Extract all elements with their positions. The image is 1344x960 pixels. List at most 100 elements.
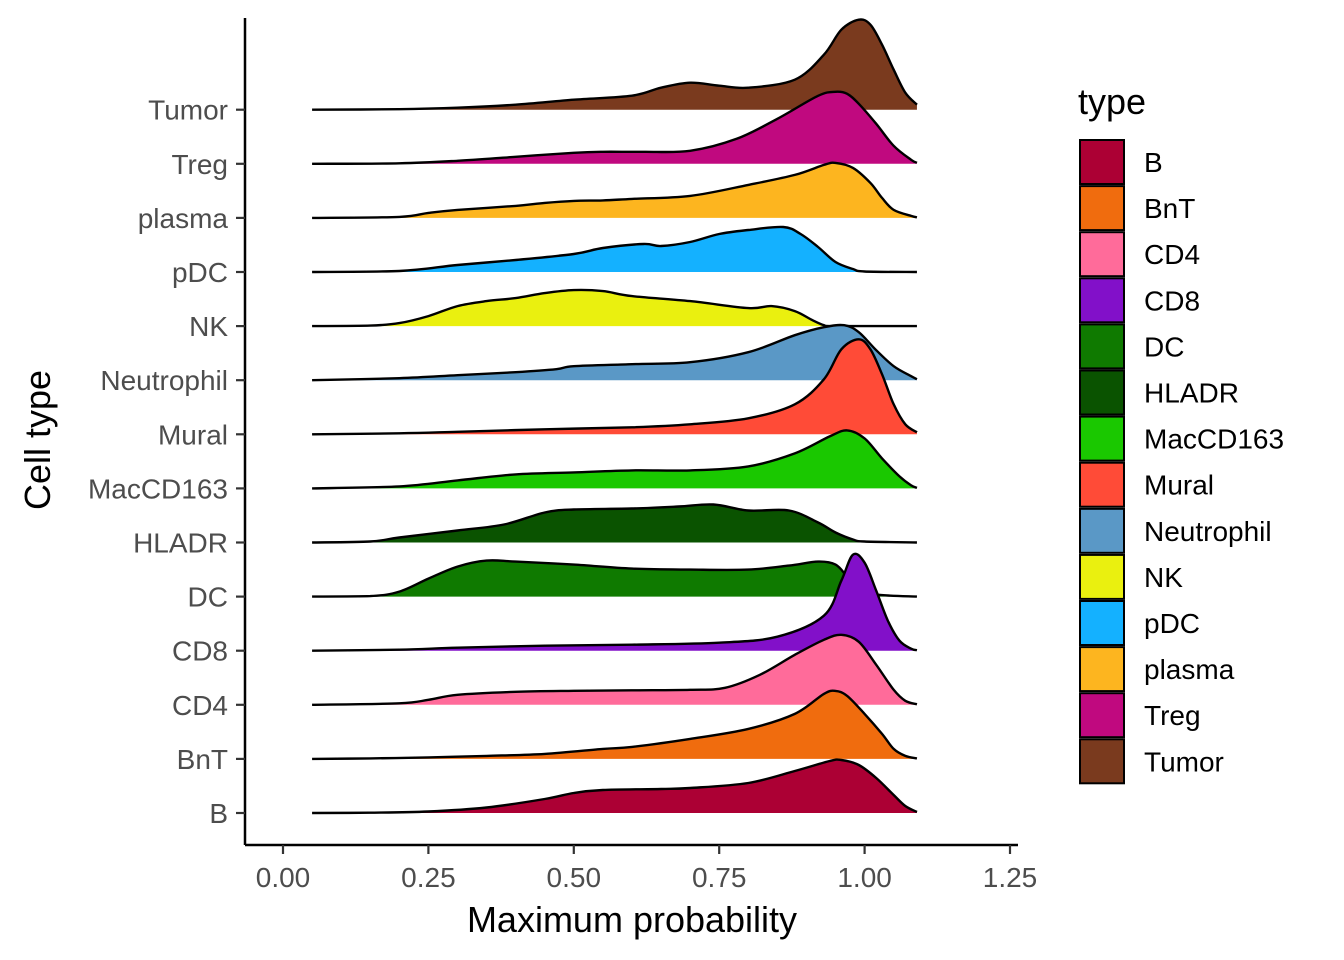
legend-item-CD8: CD8 <box>1079 277 1200 324</box>
ridge-DC <box>312 559 917 598</box>
legend-swatch-Treg <box>1079 692 1125 739</box>
legend-title: type <box>1078 81 1146 122</box>
ridge-BnT <box>312 689 918 761</box>
ridge-fill-Treg <box>312 91 917 164</box>
legend-label-Tumor: Tumor <box>1144 746 1224 777</box>
legend-item-NK: NK <box>1079 553 1183 600</box>
legend-label-plasma: plasma <box>1144 654 1235 685</box>
legend-swatch-CD4 <box>1079 231 1125 278</box>
ridge-B <box>312 758 918 815</box>
legend-label-pDC: pDC <box>1144 608 1200 639</box>
y-axis: B BnT CD4 CD8 DC HLADR MacCD163 Mural Neutrophil… <box>88 18 247 845</box>
legend-swatch-B <box>1079 139 1125 185</box>
y-tick-label-B: B <box>209 798 228 829</box>
ridge-fill-B <box>312 759 917 813</box>
legend-swatch-Mural <box>1079 461 1125 508</box>
y-tick-label-CD4: CD4 <box>172 690 228 721</box>
legend-label-B: B <box>1144 147 1163 178</box>
legend-label-NK: NK <box>1144 562 1183 593</box>
x-tick-label-1.25: 1.25 <box>983 862 1038 893</box>
ridge-outline-CD4 <box>312 633 918 706</box>
ridge-MacCD163 <box>312 429 918 490</box>
y-tick-label-pDC: pDC <box>172 257 228 288</box>
legend-item-Neutrophil: Neutrophil <box>1079 507 1272 554</box>
y-tick-label-Mural: Mural <box>158 419 228 450</box>
y-tick-label-Treg: Treg <box>171 149 228 180</box>
legend-swatch-pDC <box>1079 600 1125 646</box>
legend-item-Tumor: Tumor <box>1079 738 1224 785</box>
ridge-plasma <box>312 161 918 220</box>
legend-swatch-CD8 <box>1079 277 1125 324</box>
ridge-outline-Treg <box>312 90 918 165</box>
x-tick-label-0.25: 0.25 <box>401 862 456 893</box>
y-tick-label-plasma: plasma <box>138 203 229 234</box>
ridge-outline-plasma <box>312 161 918 220</box>
ridge-outline-Neutrophil <box>312 323 918 382</box>
legend-swatch-BnT <box>1079 185 1125 232</box>
x-tick-label-0.50: 0.50 <box>547 862 602 893</box>
legend-item-DC: DC <box>1079 323 1184 370</box>
y-tick-label-MacCD163: MacCD163 <box>88 473 228 504</box>
y-tick-label-Neutrophil: Neutrophil <box>100 365 228 396</box>
legend-item-HLADR: HLADR <box>1079 369 1239 416</box>
ridge-fill-HLADR <box>312 504 917 543</box>
ridge-CD4 <box>312 633 918 706</box>
ridge-fill-NK <box>312 289 917 327</box>
legend-swatch-MacCD163 <box>1079 415 1125 462</box>
legend-label-HLADR: HLADR <box>1144 378 1239 409</box>
ridge-Treg <box>312 90 918 165</box>
legend: type B BnT CD4 CD8 DC HLADR MacCD163 Mural Neutr… <box>1078 81 1284 785</box>
x-axis: 0.00 0.25 0.50 0.75 1.00 1.25 <box>245 843 1038 893</box>
x-tick-label-0.75: 0.75 <box>692 862 747 893</box>
x-axis-title: Maximum probability <box>467 899 797 940</box>
legend-swatch-plasma <box>1079 646 1125 693</box>
ridge-fill-plasma <box>312 162 917 218</box>
ridge-outline-HLADR <box>312 503 917 544</box>
legend-item-pDC: pDC <box>1079 600 1200 646</box>
ridge-Neutrophil <box>312 323 918 382</box>
legend-label-CD4: CD4 <box>1144 239 1200 270</box>
ridge-outline-MacCD163 <box>312 429 918 490</box>
ridge-outline-pDC <box>312 225 917 274</box>
y-axis-title: Cell type <box>17 370 58 510</box>
y-tick-label-CD8: CD8 <box>172 636 228 667</box>
legend-item-BnT: BnT <box>1079 185 1195 232</box>
ridge-Mural <box>312 338 918 436</box>
legend-label-DC: DC <box>1144 331 1184 362</box>
ridges <box>312 18 918 815</box>
x-tick-label-0.00: 0.00 <box>256 862 311 893</box>
legend-swatch-Tumor <box>1079 738 1125 785</box>
y-tick-label-HLADR: HLADR <box>133 528 228 559</box>
ridge-fill-CD4 <box>312 634 917 705</box>
x-tick-label-1.00: 1.00 <box>837 862 892 893</box>
ridge-outline-BnT <box>312 689 918 761</box>
legend-label-CD8: CD8 <box>1144 285 1200 316</box>
ridge-fill-Neutrophil <box>312 324 917 381</box>
ridge-outline-Tumor <box>312 18 918 111</box>
legend-swatch-DC <box>1079 323 1125 370</box>
legend-swatch-HLADR <box>1079 369 1125 416</box>
y-tick-label-BnT: BnT <box>177 744 228 775</box>
ridge-fill-BnT <box>312 690 917 759</box>
legend-item-CD4: CD4 <box>1079 231 1200 278</box>
ridge-outline-Mural <box>312 338 918 436</box>
y-tick-label-Tumor: Tumor <box>148 95 228 126</box>
ridge-outline-B <box>312 758 918 815</box>
legend-label-BnT: BnT <box>1144 193 1195 224</box>
legend-item-MacCD163: MacCD163 <box>1079 415 1284 462</box>
legend-item-Treg: Treg <box>1079 692 1201 739</box>
ridge-pDC <box>312 225 917 274</box>
legend-swatch-Neutrophil <box>1079 507 1125 554</box>
legend-item-plasma: plasma <box>1079 646 1235 693</box>
legend-label-MacCD163: MacCD163 <box>1144 424 1284 455</box>
ridge-NK <box>312 288 917 328</box>
legend-label-Mural: Mural <box>1144 470 1214 501</box>
ridge-fill-MacCD163 <box>312 430 917 489</box>
legend-item-B: B <box>1079 139 1163 185</box>
legend-label-Neutrophil: Neutrophil <box>1144 516 1272 547</box>
legend-label-Treg: Treg <box>1144 700 1201 731</box>
legend-swatch-NK <box>1079 553 1125 600</box>
y-tick-label-NK: NK <box>189 311 228 342</box>
ridge-fill-Mural <box>312 339 917 435</box>
